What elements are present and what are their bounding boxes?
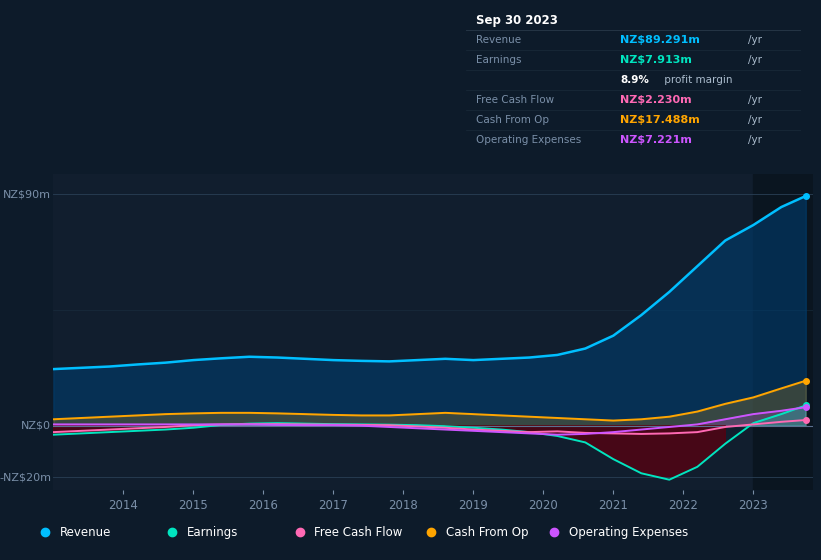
Text: Operating Expenses: Operating Expenses bbox=[569, 526, 688, 539]
Bar bbox=[754, 174, 820, 490]
Text: /yr: /yr bbox=[748, 55, 762, 66]
Text: NZ$7.221m: NZ$7.221m bbox=[621, 134, 692, 144]
Text: Free Cash Flow: Free Cash Flow bbox=[314, 526, 403, 539]
Text: Cash From Op: Cash From Op bbox=[476, 115, 549, 125]
Text: -NZ$20m: -NZ$20m bbox=[0, 472, 51, 482]
Text: Earnings: Earnings bbox=[187, 526, 239, 539]
Text: NZ$0: NZ$0 bbox=[21, 421, 51, 431]
Text: profit margin: profit margin bbox=[661, 75, 732, 85]
Text: Operating Expenses: Operating Expenses bbox=[476, 134, 581, 144]
Text: Revenue: Revenue bbox=[60, 526, 112, 539]
Text: Earnings: Earnings bbox=[476, 55, 522, 66]
Text: /yr: /yr bbox=[748, 35, 762, 45]
Text: /yr: /yr bbox=[748, 115, 762, 125]
Text: Sep 30 2023: Sep 30 2023 bbox=[476, 14, 558, 27]
Text: NZ$17.488m: NZ$17.488m bbox=[621, 115, 700, 125]
Text: NZ$90m: NZ$90m bbox=[3, 189, 51, 199]
Text: Cash From Op: Cash From Op bbox=[446, 526, 528, 539]
Text: 8.9%: 8.9% bbox=[621, 75, 649, 85]
Text: Revenue: Revenue bbox=[476, 35, 521, 45]
Text: /yr: /yr bbox=[748, 134, 762, 144]
Text: NZ$2.230m: NZ$2.230m bbox=[621, 95, 692, 105]
Text: /yr: /yr bbox=[748, 95, 762, 105]
Text: Free Cash Flow: Free Cash Flow bbox=[476, 95, 554, 105]
Text: NZ$7.913m: NZ$7.913m bbox=[621, 55, 692, 66]
Text: NZ$89.291m: NZ$89.291m bbox=[621, 35, 700, 45]
